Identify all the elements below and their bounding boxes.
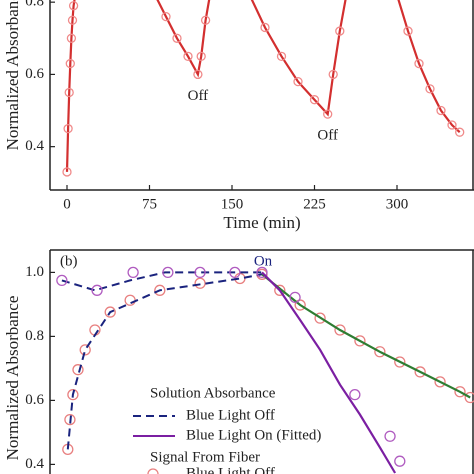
plot-area (56, 266, 474, 474)
legend-label: Blue Light Off (186, 407, 275, 423)
x-tick-label: 300 (386, 196, 409, 212)
data-point (274, 284, 286, 296)
data-point (91, 284, 103, 296)
data-point (154, 284, 166, 296)
data-point (56, 274, 68, 287)
data-line (65, 0, 461, 172)
x-tick-label: 150 (221, 196, 244, 212)
data-point (425, 84, 435, 94)
data-line (261, 271, 397, 474)
data-point (161, 11, 171, 22)
data-point (194, 266, 206, 279)
data-point (455, 127, 465, 137)
y-tick-label: 0.6 (25, 392, 44, 408)
data-point (447, 120, 457, 130)
data-point (260, 22, 270, 33)
data-point (289, 291, 301, 304)
legend-marker (147, 468, 159, 474)
data-point (193, 69, 203, 80)
y-axis-label: Normalized Absorbance (3, 296, 22, 461)
y-tick-label: 0.8 (25, 328, 44, 344)
data-point (328, 69, 338, 80)
data-point (64, 87, 74, 98)
data-point (294, 299, 306, 311)
annotation: Off (188, 88, 209, 104)
data-point (65, 58, 75, 69)
data-point (66, 33, 77, 43)
data-line (261, 273, 471, 399)
x-tick-label: 75 (142, 196, 157, 212)
data-line (61, 271, 262, 292)
y-tick-label: 0.8 (25, 0, 44, 10)
data-point (374, 346, 386, 358)
data-point (124, 294, 136, 306)
data-point (196, 51, 206, 61)
data-point (127, 266, 139, 279)
x-axis-label: Time (min) (223, 213, 300, 232)
data-point (384, 430, 396, 442)
data-point (464, 391, 474, 404)
data-point (67, 15, 78, 25)
y-tick-label: 1.0 (25, 264, 44, 280)
x-tick-label: 0 (63, 196, 71, 212)
data-point (334, 324, 346, 336)
data-point (349, 388, 361, 401)
annotation: On (254, 253, 273, 269)
y-tick-label: 0.4 (25, 456, 44, 472)
legend-label: Blue Light On (Fitted) (186, 427, 321, 443)
legend-title: Signal From Fiber (150, 449, 260, 465)
data-point (434, 376, 446, 388)
data-point (323, 109, 333, 119)
data-point (64, 413, 76, 426)
annotation: Off (317, 128, 338, 144)
data-point (62, 167, 72, 177)
data-point (403, 26, 413, 36)
data-point (293, 76, 303, 87)
data-point (436, 105, 446, 116)
data-point (172, 33, 182, 43)
legend-label: Blue Light Off (186, 465, 275, 474)
y-tick-label: 0.6 (25, 66, 44, 82)
data-point (354, 335, 366, 347)
y-axis-label: Normalized Absorbance (3, 0, 22, 150)
data-point (200, 15, 211, 25)
data-point (183, 51, 193, 61)
data-point (229, 266, 241, 279)
data-point (454, 386, 466, 398)
data-point (67, 388, 79, 401)
legend-title: Solution Absorbance (150, 385, 276, 401)
x-tick-label: 225 (303, 196, 326, 212)
data-point (414, 366, 426, 378)
data-point (256, 266, 268, 279)
annotation: (b) (60, 253, 78, 269)
data-point (394, 455, 406, 467)
data-point (335, 26, 345, 36)
data-point (68, 1, 79, 11)
data-point (309, 95, 320, 105)
data-point (162, 266, 174, 279)
y-tick-label: 0.4 (25, 138, 44, 154)
plot-area (62, 0, 465, 177)
data-point (104, 306, 116, 318)
data-point (314, 312, 326, 324)
data-point (394, 356, 406, 368)
data-point (194, 277, 206, 289)
data-point (414, 58, 424, 69)
data-point (276, 51, 287, 61)
data-line (66, 273, 263, 450)
data-point (72, 364, 84, 376)
data-point (63, 123, 73, 134)
data-point (79, 344, 91, 356)
